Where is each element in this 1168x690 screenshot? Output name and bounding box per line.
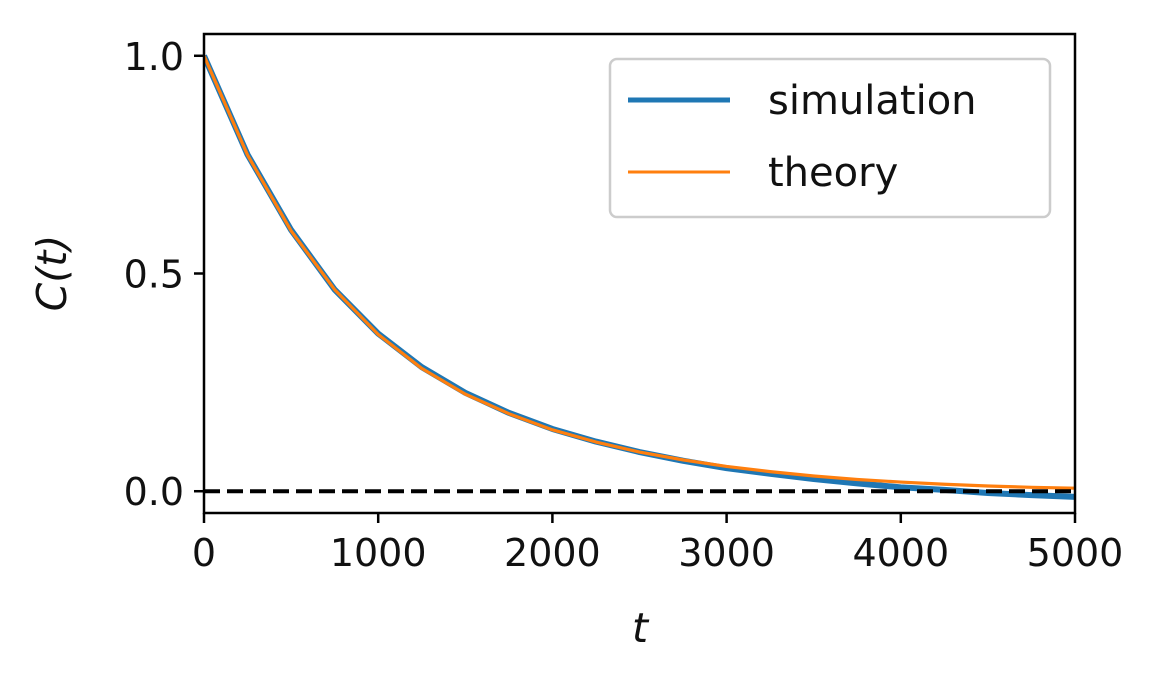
y-tick-label: 0.5 [124,253,184,297]
x-tick-label: 0 [192,531,216,575]
y-axis-label: C(t) [28,235,76,312]
legend: simulation theory [608,57,1052,219]
plot-area [204,54,1075,500]
legend-label-simulation: simulation [768,78,977,124]
legend-label-theory: theory [768,150,898,196]
y-tick-label: 1.0 [124,35,184,79]
series-line-theory [204,55,1075,490]
x-tick-label: 2000 [504,531,601,575]
x-tick-label: 5000 [1027,531,1124,575]
x-axis-label: t [632,604,650,652]
axes: 0 1000 2000 3000 4000 5000 0.0 0.5 1.0 [124,32,1124,575]
y-tick-label: 0.0 [124,470,184,514]
x-tick-label: 4000 [852,531,949,575]
x-tick-label: 3000 [678,531,775,575]
x-tick-label: 1000 [330,531,427,575]
